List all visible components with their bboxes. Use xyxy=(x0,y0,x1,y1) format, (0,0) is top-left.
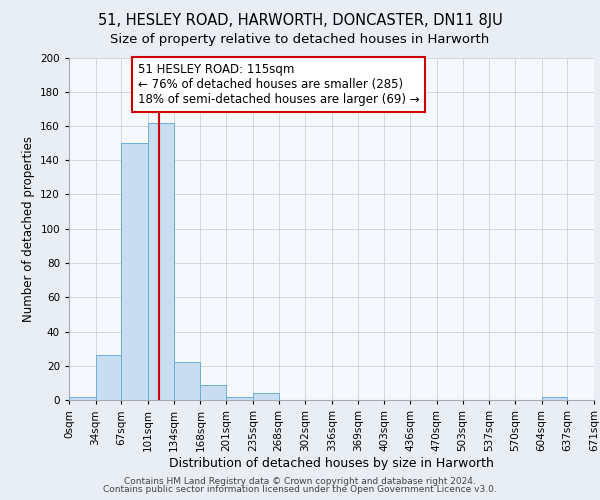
X-axis label: Distribution of detached houses by size in Harworth: Distribution of detached houses by size … xyxy=(169,456,494,469)
Bar xyxy=(226,396,253,400)
Text: Contains HM Land Registry data © Crown copyright and database right 2024.: Contains HM Land Registry data © Crown c… xyxy=(124,477,476,486)
Bar xyxy=(69,396,95,400)
Bar xyxy=(95,356,121,400)
Bar xyxy=(148,122,174,400)
Bar xyxy=(542,396,568,400)
Text: 51, HESLEY ROAD, HARWORTH, DONCASTER, DN11 8JU: 51, HESLEY ROAD, HARWORTH, DONCASTER, DN… xyxy=(98,12,502,28)
Text: 51 HESLEY ROAD: 115sqm
← 76% of detached houses are smaller (285)
18% of semi-de: 51 HESLEY ROAD: 115sqm ← 76% of detached… xyxy=(138,62,419,106)
Bar xyxy=(253,393,278,400)
Bar xyxy=(174,362,200,400)
Text: Size of property relative to detached houses in Harworth: Size of property relative to detached ho… xyxy=(110,32,490,46)
Text: Contains public sector information licensed under the Open Government Licence v3: Contains public sector information licen… xyxy=(103,485,497,494)
Bar xyxy=(121,143,148,400)
Y-axis label: Number of detached properties: Number of detached properties xyxy=(22,136,35,322)
Bar xyxy=(200,384,226,400)
